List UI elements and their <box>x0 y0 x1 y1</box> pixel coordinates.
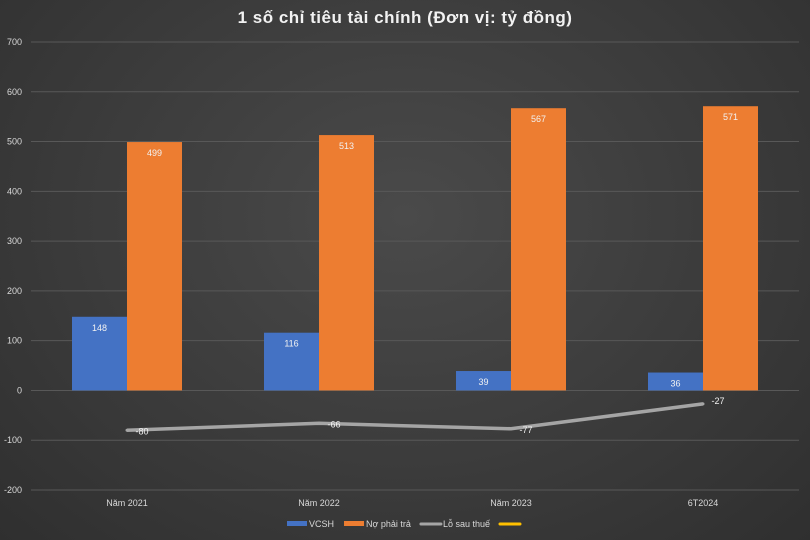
y-tick-label: 600 <box>7 87 22 97</box>
data-label: -80 <box>135 426 148 436</box>
data-label: 513 <box>339 141 354 151</box>
data-label: 148 <box>92 323 107 333</box>
data-label: 567 <box>531 114 546 124</box>
bar-vcsh <box>456 371 511 391</box>
legend-swatch <box>287 521 307 526</box>
legend-swatch <box>344 521 365 526</box>
bar-vcsh <box>72 316 127 391</box>
line-point <box>125 428 129 432</box>
y-tick-label: 0 <box>17 385 22 395</box>
data-label: -66 <box>327 419 340 429</box>
y-tick-label: 100 <box>7 336 22 346</box>
x-tick-label: 6T2024 <box>688 498 719 508</box>
bar-nợ-phải-trả <box>703 106 758 391</box>
bar-nợ-phải-trả <box>319 135 374 391</box>
line-point <box>509 427 513 431</box>
bar-vcsh <box>648 372 703 391</box>
y-tick-label: 700 <box>7 37 22 47</box>
x-tick-label: Năm 2022 <box>298 498 340 508</box>
legend-label: VCSH <box>309 519 334 529</box>
data-label: 39 <box>478 377 488 387</box>
legend-label: Lỗ sau thuế <box>443 519 490 529</box>
data-label: 116 <box>284 339 298 349</box>
data-label: 499 <box>147 148 162 158</box>
y-tick-label: -200 <box>4 485 22 495</box>
data-label: 36 <box>670 379 680 389</box>
bar-nợ-phải-trả <box>127 142 182 391</box>
x-tick-label: Năm 2023 <box>490 498 532 508</box>
y-tick-label: 500 <box>7 137 22 147</box>
y-tick-label: 200 <box>7 286 22 296</box>
line-point <box>701 402 705 406</box>
data-label: 571 <box>723 112 738 122</box>
line-series <box>126 402 704 433</box>
bar-nợ-phải-trả <box>511 108 566 391</box>
data-label: -77 <box>519 425 532 435</box>
y-tick-label: -100 <box>4 435 22 445</box>
y-tick-label: 300 <box>7 236 22 246</box>
legend-label: Nợ phải trả <box>366 519 411 529</box>
y-tick-label: 400 <box>7 186 22 196</box>
chart-title: 1 số chỉ tiêu tài chính (Đơn vị: tỷ đồng… <box>237 8 573 27</box>
bar-vcsh <box>264 332 319 391</box>
line-point <box>317 421 321 425</box>
x-tick-label: Năm 2021 <box>106 498 148 508</box>
data-label: -27 <box>711 396 724 406</box>
